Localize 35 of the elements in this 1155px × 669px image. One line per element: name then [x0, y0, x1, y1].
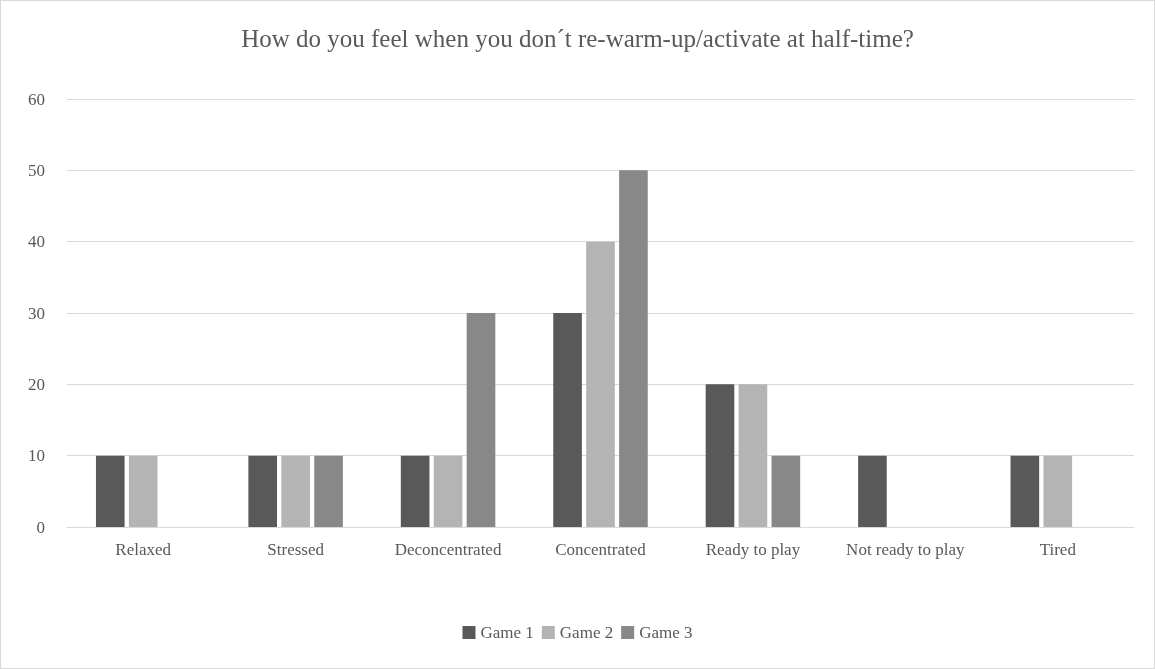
x-tick-label: Tired [1039, 540, 1077, 559]
bar [858, 455, 887, 527]
legend-label: Game 3 [639, 623, 693, 642]
x-tick-label: Not ready to play [846, 540, 966, 559]
bar [95, 455, 125, 527]
bar [248, 455, 278, 527]
bar [738, 384, 768, 527]
y-tick-label: 30 [28, 303, 45, 323]
bar [705, 384, 735, 527]
x-tick-label: Concentrated [555, 540, 647, 559]
x-tick-label: Deconcentrated [394, 540, 502, 559]
x-tick-label: Relaxed [115, 540, 172, 559]
y-tick-label: 0 [36, 517, 45, 537]
y-tick-label: 10 [28, 446, 45, 466]
bar [281, 455, 310, 527]
x-tick-label: Ready to play [705, 540, 801, 559]
y-tick-label: 20 [28, 374, 45, 394]
bar [400, 455, 430, 527]
bar [433, 455, 463, 527]
bar [1010, 455, 1040, 527]
legend-label: Game 2 [559, 623, 614, 642]
legend-label: Game 1 [480, 623, 534, 642]
bar [466, 313, 496, 527]
x-tick-label: Stressed [267, 540, 325, 559]
chart-title: How do you feel when you don´t re-warm-up/activate at half-time? [241, 25, 914, 52]
bar [619, 170, 648, 527]
bar [586, 241, 615, 527]
bar [128, 455, 158, 527]
y-tick-label: 40 [28, 232, 45, 252]
bar [314, 455, 343, 527]
bar [1043, 455, 1073, 527]
y-tick-label: 60 [28, 89, 45, 109]
bar [771, 455, 801, 527]
y-tick-label: 50 [28, 160, 45, 180]
bar [553, 313, 582, 527]
